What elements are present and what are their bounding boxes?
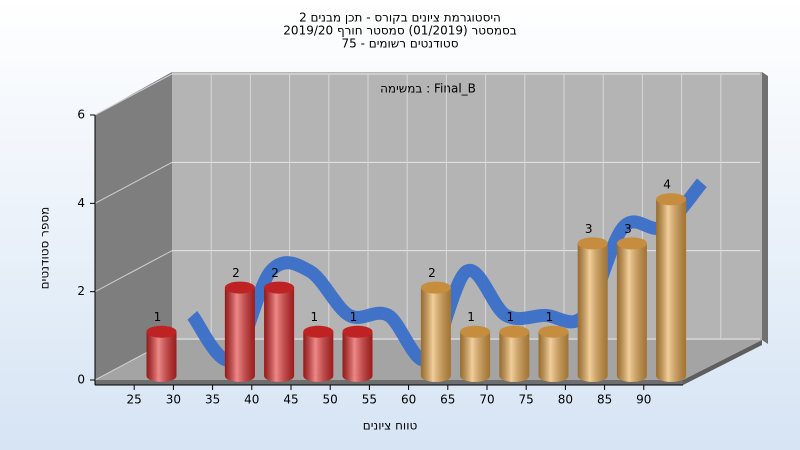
y-tick-label: 2 xyxy=(77,284,85,298)
bar-body-shade xyxy=(303,331,334,376)
y-tick-label: 4 xyxy=(77,196,85,210)
value-label: 4 xyxy=(663,178,671,192)
x-tick-label: 75 xyxy=(519,393,534,407)
bar xyxy=(616,237,647,382)
x-tick-label: 50 xyxy=(323,393,338,407)
bar-top-shade xyxy=(499,325,530,338)
value-label: 1 xyxy=(546,310,554,324)
bar-top-shade xyxy=(224,281,255,294)
bar-body-shade xyxy=(538,331,569,376)
value-label: 2 xyxy=(271,266,279,280)
bar-body-shade xyxy=(460,331,491,376)
bar-top-shade xyxy=(538,325,569,338)
bar-body-shade xyxy=(577,243,608,376)
bar-body-shade xyxy=(224,287,255,376)
bar-top xyxy=(656,193,687,206)
bar xyxy=(656,193,687,382)
title-line: סטודנטים רשומים - 75 xyxy=(341,37,458,51)
value-label: 3 xyxy=(585,222,593,236)
grid-line xyxy=(94,250,173,293)
bar xyxy=(342,325,373,382)
bar-top-shade xyxy=(656,193,687,206)
value-label: 2 xyxy=(428,266,436,280)
left-wall xyxy=(95,72,172,380)
bar xyxy=(146,325,177,382)
bar xyxy=(264,281,295,382)
bar-top xyxy=(499,325,530,338)
bar-top-shade xyxy=(577,237,608,250)
value-label: 2 xyxy=(232,266,240,280)
value-label: 1 xyxy=(310,310,318,324)
x-tick-label: 65 xyxy=(440,393,455,407)
bar-top xyxy=(577,237,608,250)
bar xyxy=(420,281,451,382)
bar xyxy=(460,325,491,382)
bar-top xyxy=(303,325,334,338)
title-line: בסמסטר (01/2019) סמסטר חורף 2019/20 xyxy=(283,24,516,38)
bar-top-shade xyxy=(146,325,177,338)
y-axis-label: מספר סטודנטים xyxy=(38,207,52,290)
bar-top-shade xyxy=(420,281,451,294)
x-tick-label: 55 xyxy=(362,393,377,407)
y-tick-label: 6 xyxy=(77,108,85,122)
value-label: 1 xyxy=(467,310,475,324)
bar-body-shade xyxy=(499,331,530,376)
bar xyxy=(499,325,530,382)
grid-line xyxy=(94,73,173,116)
annotation: במשימה : Final_B xyxy=(380,82,476,96)
bar xyxy=(224,281,255,382)
bar-body-shade xyxy=(420,287,451,376)
bar xyxy=(538,325,569,382)
x-axis-label: טווח ציונים xyxy=(363,419,418,433)
bar xyxy=(577,237,608,382)
x-tick-label: 45 xyxy=(283,393,298,407)
bar-top-shade xyxy=(460,325,491,338)
bar-top-shade xyxy=(303,325,334,338)
bar-top xyxy=(538,325,569,338)
bar-body-shade xyxy=(264,287,295,376)
grid-line xyxy=(94,161,173,204)
bar-top xyxy=(460,325,491,338)
value-label: 1 xyxy=(506,310,514,324)
y-tick-label: 0 xyxy=(77,373,85,387)
bar-top-shade xyxy=(342,325,373,338)
bar-top-shade xyxy=(264,281,295,294)
bar-body-shade xyxy=(342,331,373,376)
x-tick-label: 70 xyxy=(479,393,494,407)
x-tick-label: 30 xyxy=(166,393,181,407)
x-tick-label: 25 xyxy=(127,393,142,407)
x-tick-label: 80 xyxy=(558,393,573,407)
bar xyxy=(303,325,334,382)
x-tick-label: 90 xyxy=(636,393,651,407)
value-label: 3 xyxy=(624,222,632,236)
value-label: 1 xyxy=(350,310,358,324)
bar-body-shade xyxy=(146,331,177,376)
back-edge xyxy=(762,72,768,344)
bar-top xyxy=(264,281,295,294)
bar-top xyxy=(616,237,647,250)
bar-top-shade xyxy=(616,237,647,250)
bar-top xyxy=(342,325,373,338)
bar-top xyxy=(224,281,255,294)
bar-top xyxy=(420,281,451,294)
x-tick-label: 40 xyxy=(244,393,259,407)
bar-top xyxy=(146,325,177,338)
x-tick-label: 35 xyxy=(205,393,220,407)
bar-body-shade xyxy=(656,199,687,376)
value-label: 1 xyxy=(154,310,162,324)
x-tick-label: 85 xyxy=(597,393,612,407)
title-line: היסטוגרמת ציונים בקורס - תכן מבנים 2 xyxy=(299,11,501,25)
x-tick-label: 60 xyxy=(401,393,416,407)
floor-side xyxy=(683,340,762,385)
bar-body-shade xyxy=(616,243,647,376)
